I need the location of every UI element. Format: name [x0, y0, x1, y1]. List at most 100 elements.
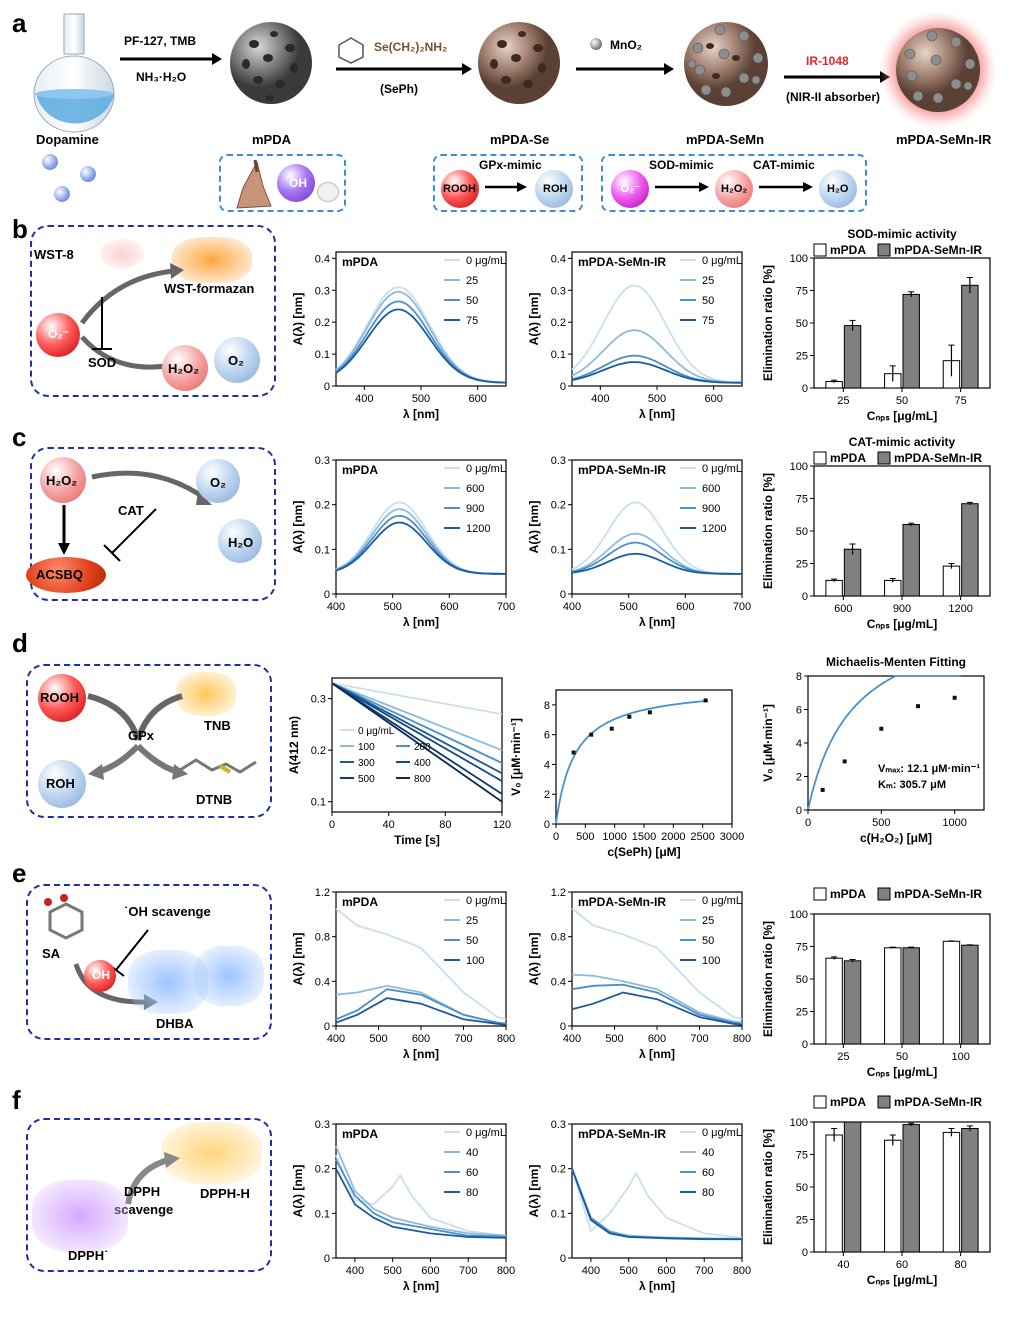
wst-formazan-molecule-icon	[172, 237, 252, 283]
chart-c-cat-bars: 0 25 50 75 100 Cₙₚₛ [μg/mL] Elimination ratio …	[761, 436, 991, 631]
bar	[843, 1121, 862, 1253]
flask-icon	[33, 13, 115, 133]
x-tick-label: 500	[383, 601, 401, 613]
cat-label: CAT	[118, 503, 144, 518]
chart-title: mPDA-SeMn-IR	[578, 463, 666, 477]
y-tick-label: 0	[560, 589, 566, 601]
y-tick-label: 0.2	[311, 745, 326, 757]
h2o2-sphere-icon	[715, 170, 753, 208]
data-point	[820, 787, 825, 792]
step2-bottom-label: (SePh)	[380, 82, 419, 96]
series-line	[571, 983, 743, 1025]
step4-bottom-label: (NIR-II absorber)	[786, 90, 881, 104]
broom-icon	[236, 159, 272, 209]
plot-frame	[335, 459, 507, 595]
series-line	[335, 1159, 507, 1238]
plot-frame	[335, 1123, 507, 1259]
x-tick-label: 120	[493, 819, 511, 831]
legend-label: 60	[702, 1167, 714, 1179]
roh-label: ROH	[543, 183, 568, 195]
y-axis-label: A(λ) [nm]	[527, 933, 541, 986]
legend-label: 600	[702, 483, 720, 495]
dopamine-label: Dopamine	[36, 132, 99, 147]
h2o2-label: H₂O₂	[721, 183, 748, 195]
x-tick-label: 25	[837, 1051, 849, 1063]
wst8-label: WST-8	[34, 247, 74, 262]
y-tick-label: 50	[796, 318, 808, 330]
legend-label: 50	[702, 935, 714, 947]
x-tick-label: 700	[733, 601, 751, 613]
bar	[825, 957, 843, 1045]
data-point	[571, 750, 576, 755]
oh-scavenge-box: ˙OH	[219, 154, 346, 212]
y-tick-label: 8	[544, 700, 550, 712]
rooh-sphere-icon	[38, 674, 86, 722]
tnb-label: TNB	[204, 718, 231, 733]
y-tick-label: 25	[796, 559, 808, 571]
x-tick-label: 75	[955, 395, 967, 407]
x-tick-label: 400	[327, 601, 345, 613]
chart-b-sod-bars: 0 25 50 75 100 Cₙₚₛ [μg/mL] Elimination ratio …	[761, 228, 991, 423]
legend-label: 25	[702, 275, 714, 287]
sod-mimic-label: SOD-mimic	[649, 158, 714, 172]
h2o-sphere-icon	[819, 170, 857, 208]
y-tick-label: 0.3	[551, 285, 566, 297]
y-tick-label: 0.3	[315, 285, 330, 297]
h2o2-sphere-icon	[40, 457, 86, 503]
y-tick-label: 0.2	[551, 1164, 566, 1176]
mpda-se-sphere-icon	[478, 22, 560, 104]
arrow-icon	[485, 182, 527, 192]
x-axis-label: Time [s]	[394, 833, 440, 847]
y-tick-label: 0.2	[551, 317, 566, 329]
roh-label: ROH	[46, 776, 75, 791]
legend-label: mPDA-SeMn-IR	[894, 1095, 982, 1109]
bar	[961, 944, 979, 1045]
y-tick-label: 50	[796, 974, 808, 986]
y-tick-label: 0	[544, 819, 550, 831]
h2o2-label: H₂O₂	[46, 473, 78, 488]
x-tick-label: 500	[872, 817, 890, 829]
x-tick-label: 400	[355, 393, 373, 405]
x-tick-label: 2500	[690, 831, 714, 843]
y-tick-label: 0.4	[315, 253, 330, 265]
x-tick-label: 700	[454, 1033, 472, 1045]
y-tick-label: 0	[802, 591, 808, 603]
dhba-label: DHBA	[156, 1016, 194, 1031]
y-tick-label: 0	[324, 381, 330, 393]
x-tick-label: 500	[619, 1265, 637, 1277]
bar	[825, 1134, 843, 1253]
oh-radical-icon	[277, 164, 315, 202]
legend-label: 900	[702, 503, 720, 515]
y-tick-label: 0	[560, 381, 566, 393]
arrow-icon	[576, 63, 674, 75]
legend-label: 0 μg/mL	[358, 726, 395, 737]
legend-label: 0 μg/mL	[466, 1127, 506, 1139]
superoxide-sphere-icon	[611, 170, 649, 208]
panel-label-e: e	[12, 858, 27, 888]
y-tick-label: 0.2	[315, 500, 330, 512]
legend-label: 50	[466, 295, 478, 307]
plot-frame	[571, 459, 743, 595]
x-tick-label: 600	[834, 603, 852, 615]
data-point	[879, 726, 884, 731]
bar	[942, 1131, 961, 1253]
series-line	[331, 682, 503, 715]
sod-cat-mimic-box: ˙O₂⁻ SOD-mimic H₂O₂ CAT-mimic H₂O	[601, 154, 867, 212]
x-axis-label: c(H₂O₂) [μM]	[860, 831, 932, 845]
x-tick-label: 800	[733, 1265, 751, 1277]
data-point	[589, 732, 594, 737]
km-annotation: Kₘ: 305.7 μM	[878, 779, 946, 791]
x-tick-label: 500	[576, 831, 594, 843]
step1-top-label: PF-127, TMB	[124, 34, 197, 48]
data-point	[952, 695, 957, 700]
scheme-d: ROOH TNB GPx ROH DTNB	[26, 664, 272, 818]
series-line	[335, 1168, 507, 1239]
mpda-sphere-icon	[230, 22, 312, 104]
legend-label: 500	[358, 774, 375, 785]
y-tick-label: 0.3	[315, 455, 330, 467]
x-tick-label: 600	[704, 393, 722, 405]
y-tick-label: 0	[324, 1021, 330, 1033]
legend-label: mPDA-SeMn-IR	[894, 451, 982, 465]
dpph-h-label: DPPH-H	[200, 1186, 250, 1201]
x-tick-label: 600	[648, 1033, 666, 1045]
